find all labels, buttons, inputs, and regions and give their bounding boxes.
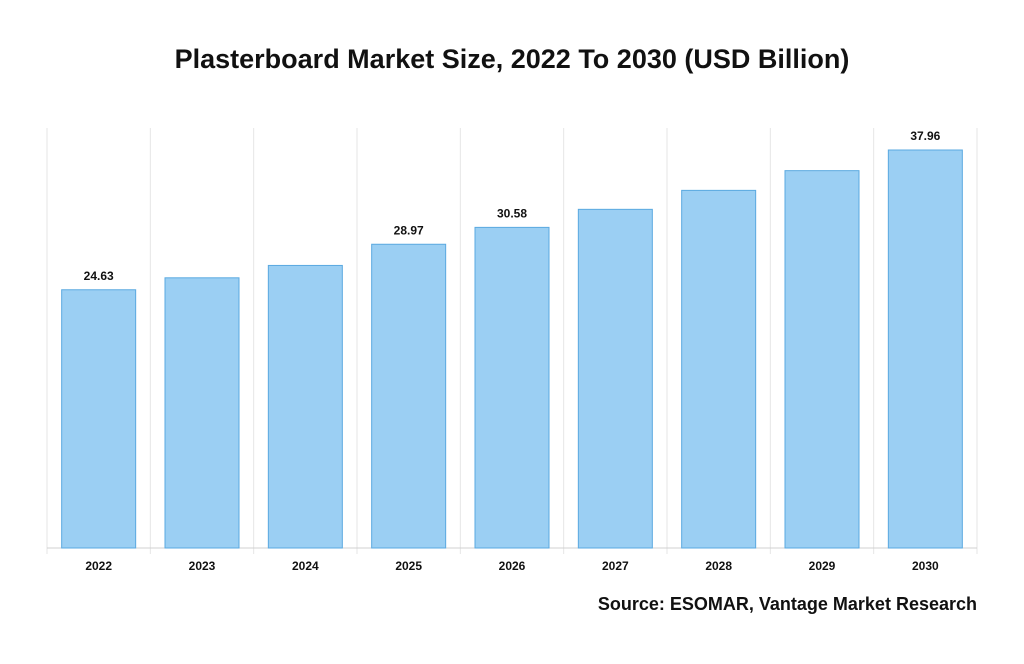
x-tick-label: 2024 [292, 559, 319, 573]
data-label-2025: 28.97 [394, 223, 424, 237]
bar-2023 [164, 277, 240, 549]
x-tick-label: 2028 [705, 559, 732, 573]
bar-2029 [784, 170, 860, 549]
x-tick-label: 2030 [912, 559, 939, 573]
data-label-2026: 30.58 [497, 206, 527, 220]
bar-2025 [371, 243, 447, 549]
bar-2022 [61, 289, 137, 549]
x-tick-labels: 2022 2023 2024 2025 2026 2027 2028 2029 2030 [85, 559, 939, 573]
bars-layer [61, 149, 963, 549]
x-tick-label: 2026 [499, 559, 526, 573]
bar-2024 [267, 264, 343, 549]
x-tick-label: 2029 [809, 559, 836, 573]
x-tick-label: 2027 [602, 559, 629, 573]
x-tick-label: 2023 [189, 559, 216, 573]
bar-2026 [474, 226, 550, 549]
x-tick-label: 2025 [395, 559, 422, 573]
data-label-2030: 37.96 [910, 129, 940, 143]
chart-title: Plasterboard Market Size, 2022 To 2030 (… [174, 44, 850, 74]
labels-layer: 24.63 28.97 30.58 37.96 [84, 129, 941, 283]
data-label-2022: 24.63 [84, 269, 114, 283]
x-tick-label: 2022 [85, 559, 112, 573]
bar-2028 [681, 189, 757, 549]
source-note: Source: ESOMAR, Vantage Market Research [597, 594, 977, 614]
bar-2030 [887, 149, 963, 549]
bar-2027 [577, 208, 653, 549]
